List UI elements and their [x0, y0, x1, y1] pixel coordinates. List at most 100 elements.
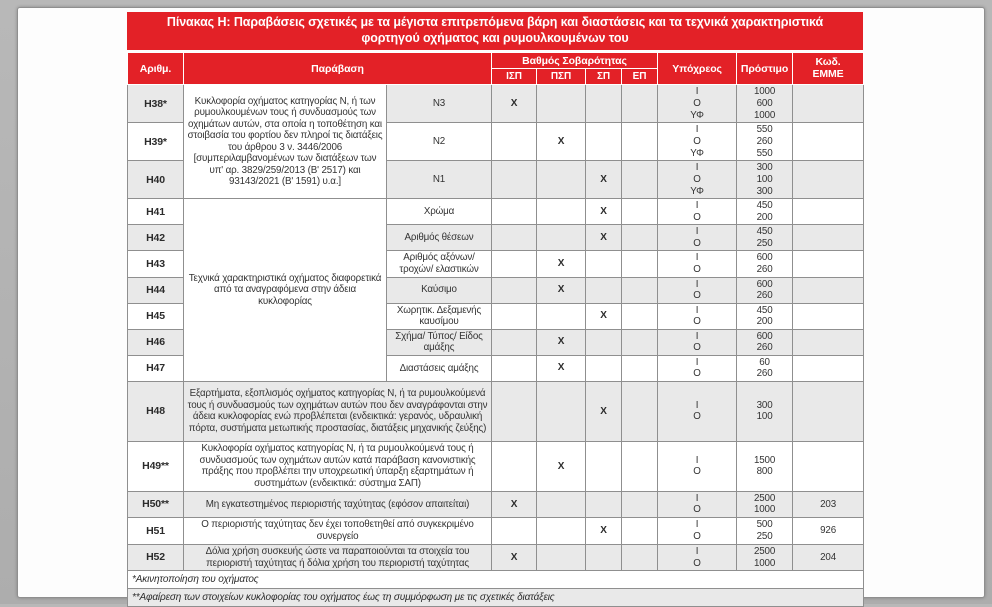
- violation-sub-cell: N2: [386, 122, 492, 162]
- col-header-severity-group: Βαθμός Σοβαρότητας: [490, 52, 659, 70]
- violation-cell: Μη εγκατεστημένος περιοριστής ταχύτητας …: [183, 490, 492, 519]
- severity-isp-cell: [491, 440, 537, 492]
- col-header-fine: Πρόστιμο: [736, 52, 794, 86]
- emme-code-cell: [792, 224, 865, 252]
- row-id-cell: H44: [127, 276, 184, 304]
- row-id-cell: H42: [127, 224, 184, 252]
- severity-ep-cell: [620, 84, 659, 124]
- severity-ep-cell: [620, 490, 659, 519]
- severity-psp-cell: [536, 198, 586, 226]
- fine-cell: 450 200: [736, 198, 794, 226]
- fine-cell: 600 260: [736, 250, 794, 278]
- footnote-plate-removal: **Αφαίρεση των στοιχείων κυκλοφορίας του…: [126, 588, 865, 607]
- violation-sub-cell: Αριθμός θέσεων: [386, 224, 492, 252]
- severity-ep-cell: [620, 354, 659, 382]
- violation-sub-cell: N3: [386, 84, 492, 124]
- severity-ep-cell: [620, 543, 659, 572]
- obligor-cell: Ι Ο: [657, 302, 738, 330]
- severity-sp-cell: X: [585, 517, 622, 545]
- fine-cell: 600 260: [736, 276, 794, 304]
- violation-sub-cell: Καύσιμο: [386, 276, 492, 304]
- violation-sub-cell: Διαστάσεις αμάξης: [386, 354, 492, 382]
- obligor-cell: Ι Ο: [657, 198, 738, 226]
- emme-code-cell: 203: [792, 490, 865, 519]
- footnote-immobilization: *Ακινητοποίηση του οχήματος: [126, 570, 865, 590]
- obligor-cell: Ι Ο: [657, 543, 738, 572]
- severity-sp-cell: [585, 354, 622, 382]
- emme-code-cell: [792, 328, 865, 356]
- severity-sp-cell: [585, 276, 622, 304]
- row-id-cell: H49**: [127, 440, 184, 492]
- severity-psp-cell: X: [536, 122, 586, 162]
- emme-code-cell: [792, 250, 865, 278]
- severity-ep-cell: [620, 276, 659, 304]
- fine-cell: 300 100 300: [736, 160, 794, 200]
- emme-code-cell: 204: [792, 543, 865, 572]
- row-id-cell: H50**: [127, 490, 184, 519]
- severity-sp-cell: [585, 250, 622, 278]
- emme-code-cell: [792, 122, 865, 162]
- col-header-num: Αριθμ.: [127, 52, 184, 86]
- severity-isp-cell: [491, 122, 537, 162]
- emme-code-cell: [792, 354, 865, 382]
- severity-psp-cell: X: [536, 354, 586, 382]
- severity-isp-cell: X: [491, 84, 537, 124]
- obligor-cell: Ι Ο ΥΦ: [657, 122, 738, 162]
- severity-sp-cell: X: [585, 160, 622, 200]
- fine-cell: 300 100: [736, 380, 794, 442]
- table-title: Πίνακας Η: Παραβάσεις σχετικές με τα μέγ…: [127, 12, 863, 51]
- severity-isp-cell: X: [491, 543, 537, 572]
- table-row-h51: H51 Ο περιοριστής ταχύτητας δεν έχει τοπ…: [127, 517, 865, 545]
- col-header-emme-code: Κωδ. ΕΜΜΕ: [792, 52, 865, 86]
- table-header: Αριθμ. Παράβαση Βαθμός Σοβαρότητας Υπόχρ…: [127, 52, 865, 86]
- severity-ep-cell: [620, 122, 659, 162]
- severity-psp-cell: X: [536, 328, 586, 356]
- severity-psp-cell: [536, 490, 586, 519]
- header-row-1: Αριθμ. Παράβαση Βαθμός Σοβαρότητας Υπόχρ…: [127, 52, 865, 86]
- row-id-cell: H48: [127, 380, 184, 442]
- severity-isp-cell: [491, 250, 537, 278]
- table-row-h40: H40 N1 X Ι Ο ΥΦ 300 100 300: [127, 160, 865, 200]
- severity-isp-cell: [491, 517, 537, 545]
- obligor-cell: Ι Ο: [657, 490, 738, 519]
- severity-sp-cell: [585, 543, 622, 572]
- col-header-sev-sp: ΣΠ: [585, 68, 622, 86]
- col-header-sev-psp: ΠΣΠ: [536, 68, 586, 86]
- violation-sub-cell: Αριθμός αξόνων/ τροχών/ ελαστικών: [386, 250, 492, 278]
- obligor-cell: Ι Ο: [657, 380, 738, 442]
- table-row-h46: H46 Σχήμα/ Τύπος/ Είδος αμάξης X Ι Ο 600…: [127, 328, 865, 356]
- col-header-sev-isp: ΙΣΠ: [491, 68, 537, 86]
- severity-isp-cell: X: [491, 490, 537, 519]
- violation-sub-cell: Σχήμα/ Τύπος/ Είδος αμάξης: [386, 328, 492, 356]
- violation-desc-cell: Τεχνικά χαρακτηριστικά οχήματος διαφορετ…: [183, 198, 387, 382]
- severity-ep-cell: [620, 440, 659, 492]
- row-id-cell: H52: [127, 543, 184, 572]
- violation-sub-cell: Χρώμα: [386, 198, 492, 226]
- table-row-h49: H49** Κυκλοφορία οχήματος κατηγορίας Ν, …: [127, 440, 865, 492]
- row-id-cell: H46: [127, 328, 184, 356]
- severity-sp-cell: X: [585, 224, 622, 252]
- emme-code-cell: 926: [792, 517, 865, 545]
- emme-code-cell: [792, 84, 865, 124]
- obligor-cell: Ι Ο: [657, 276, 738, 304]
- row-id-cell: H39*: [127, 122, 184, 162]
- severity-psp-cell: [536, 517, 586, 545]
- severity-psp-cell: X: [536, 250, 586, 278]
- fine-cell: 60 260: [736, 354, 794, 382]
- row-id-cell: H40: [127, 160, 184, 200]
- col-header-violation: Παράβαση: [183, 52, 492, 86]
- fine-cell: 1500 800: [736, 440, 794, 492]
- severity-psp-cell: [536, 160, 586, 200]
- emme-code-cell: [792, 160, 865, 200]
- severity-psp-cell: [536, 84, 586, 124]
- severity-ep-cell: [620, 517, 659, 545]
- severity-psp-cell: [536, 543, 586, 572]
- severity-ep-cell: [620, 302, 659, 330]
- table-row-h44: H44 Καύσιμο X Ι Ο 600 260: [127, 276, 865, 304]
- table-row-h45: H45 Χωρητικ. Δεξαμενής καυσίμου X Ι Ο 45…: [127, 302, 865, 330]
- emme-code-cell: [792, 380, 865, 442]
- violation-sub-cell: N1: [386, 160, 492, 200]
- footnote-row-1: *Ακινητοποίηση του οχήματος: [126, 570, 865, 590]
- severity-ep-cell: [620, 250, 659, 278]
- obligor-cell: Ι Ο: [657, 440, 738, 492]
